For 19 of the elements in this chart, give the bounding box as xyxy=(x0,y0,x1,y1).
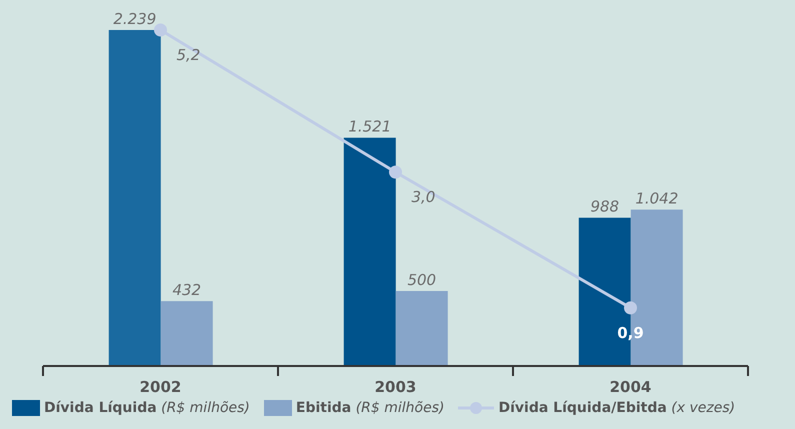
bar xyxy=(396,290,448,366)
bar xyxy=(108,30,161,366)
data-label: 1.042 xyxy=(635,190,678,208)
legend-label: Dívida Líquida/Ebitda (x vezes) xyxy=(498,400,736,416)
data-label: 2.239 xyxy=(113,10,156,28)
data-label: 3,0 xyxy=(412,188,436,206)
data-label: 1.521 xyxy=(348,118,392,136)
x-tick-label: 2003 xyxy=(374,378,416,396)
data-label: 432 xyxy=(172,281,202,300)
legend-label: Ebitida (R$ milhões) xyxy=(296,400,444,416)
bar xyxy=(344,138,396,366)
bar xyxy=(160,301,213,366)
legend-label: Dívida Líquida (R$ milhões) xyxy=(44,400,250,416)
data-label: 0,9 xyxy=(617,324,644,342)
data-label: 988 xyxy=(590,198,620,216)
x-tick-label: 2004 xyxy=(610,378,652,396)
data-label: 5,2 xyxy=(176,46,200,64)
data-label: 500 xyxy=(407,270,436,289)
x-tick-label: 2002 xyxy=(140,378,182,396)
